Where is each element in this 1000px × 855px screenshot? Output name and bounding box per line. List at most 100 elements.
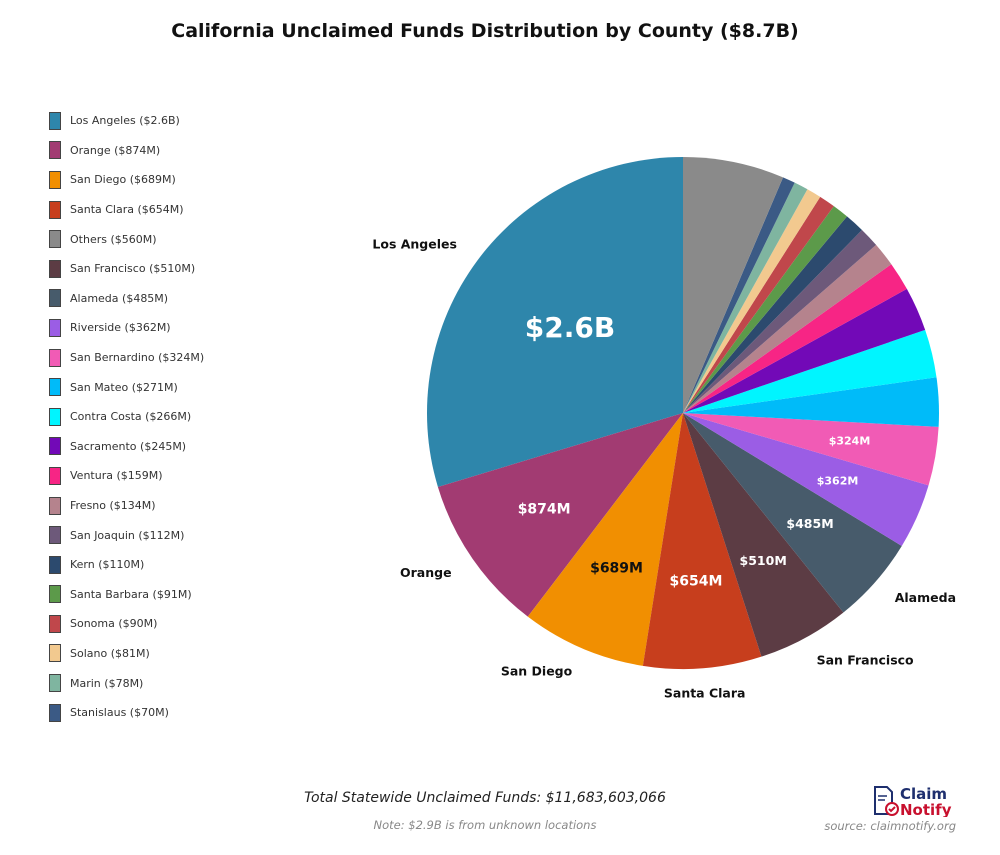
pie-slice-stanislaus [683, 177, 795, 413]
legend-item: Solano ($81M) [49, 639, 204, 669]
value-label: $324M [829, 435, 871, 448]
legend-swatch [49, 378, 61, 397]
pie-slice-fresno [683, 244, 892, 413]
legend-item: Los Angeles ($2.6B) [49, 106, 204, 136]
chart-title: California Unclaimed Funds Distribution … [171, 20, 799, 42]
legend-label: Stanislaus ($70M) [70, 706, 169, 720]
legend-swatch [49, 703, 61, 722]
legend-label: Sonoma ($90M) [70, 617, 158, 631]
value-label: $654M [670, 573, 723, 589]
legend-item: San Diego ($689M) [49, 165, 204, 195]
pie-slice-marin [683, 182, 808, 413]
legend-swatch [49, 407, 61, 426]
legend-label: Kern ($110M) [70, 558, 145, 572]
pie-slice-orange [437, 413, 683, 617]
legend-swatch [49, 526, 61, 545]
legend-item: San Joaquin ($112M) [49, 520, 204, 550]
legend-label: Santa Clara ($654M) [70, 203, 184, 217]
legend-label: San Joaquin ($112M) [70, 528, 185, 542]
pie-slice-los-angeles [426, 157, 683, 487]
slice-name-label: San Diego [501, 663, 573, 678]
legend-item: San Bernardino ($324M) [49, 343, 204, 373]
legend-swatch [49, 674, 61, 693]
legend-item: Riverside ($362M) [49, 313, 204, 343]
legend-swatch [49, 318, 61, 337]
pie-slice-ventura [683, 264, 907, 413]
legend-label: Santa Barbara ($91M) [70, 587, 192, 601]
legend-item: Ventura ($159M) [49, 461, 204, 491]
legend-swatch [49, 289, 61, 308]
total-text: Total Statewide Unclaimed Funds: $11,683… [304, 790, 666, 806]
value-label: $485M [786, 516, 833, 531]
pie-slice-san-mateo [683, 377, 939, 427]
legend-swatch [49, 111, 61, 130]
legend-label: Orange ($874M) [70, 143, 161, 157]
legend-label: Los Angeles ($2.6B) [70, 114, 180, 128]
legend-item: Santa Barbara ($91M) [49, 580, 204, 610]
pie-slice-contra-costa [683, 329, 937, 413]
legend-item: San Mateo ($271M) [49, 372, 204, 402]
legend-item: Santa Clara ($654M) [49, 195, 204, 225]
legend-swatch [49, 555, 61, 574]
slice-name-label: Los Angeles [372, 237, 457, 252]
slice-name-label: Alameda [895, 590, 956, 605]
pie-slice-santa-barbara [683, 206, 848, 413]
legend-item: Orange ($874M) [49, 136, 204, 166]
value-label: $510M [740, 553, 787, 568]
legend-item: Alameda ($485M) [49, 284, 204, 314]
claimnotify-logo: Claim Notify [874, 785, 952, 817]
legend-swatch [49, 496, 61, 515]
source-text: source: claimnotify.org [824, 819, 956, 833]
legend-item: Stanislaus ($70M) [49, 698, 204, 728]
logo-notify: Notify [900, 801, 952, 817]
legend-item: Sonoma ($90M) [49, 609, 204, 639]
value-label: $2.6B [525, 311, 615, 344]
legend-label: Fresno ($134M) [70, 499, 156, 513]
legend-label: San Francisco ($510M) [70, 262, 196, 276]
slice-name-label: Santa Clara [664, 685, 746, 700]
legend-swatch [49, 141, 61, 160]
legend-item: Fresno ($134M) [49, 491, 204, 521]
legend-label: Contra Costa ($266M) [70, 410, 192, 424]
pie-slice-sacramento [683, 288, 926, 413]
pie-slice-sonoma [683, 196, 834, 413]
legend-swatch [49, 230, 61, 249]
pie-slice-san-francisco [683, 413, 844, 657]
legend-swatch [49, 348, 61, 367]
legend-swatch [49, 200, 61, 219]
legend-label: Riverside ($362M) [70, 321, 171, 335]
legend-label: San Diego ($689M) [70, 173, 176, 187]
legend-item: Sacramento ($245M) [49, 432, 204, 462]
legend-label: Alameda ($485M) [70, 291, 169, 305]
legend-label: San Bernardino ($324M) [70, 351, 205, 365]
pie-slice-santa-clara [642, 413, 762, 670]
legend: Los Angeles ($2.6B) Orange ($874M) San Die… [49, 106, 204, 727]
value-label: $689M [590, 560, 643, 576]
legend-item: Others ($560M) [49, 224, 204, 254]
legend-label: San Mateo ($271M) [70, 380, 178, 394]
slice-name-label: Orange [400, 565, 452, 580]
legend-swatch [49, 614, 61, 633]
value-label: $362M [817, 474, 859, 487]
value-label: $874M [518, 501, 571, 517]
legend-label: Sacramento ($245M) [70, 439, 187, 453]
legend-label: Solano ($81M) [70, 646, 150, 660]
pie-slice-kern [683, 216, 862, 413]
pie-slice-san-joaquin [683, 229, 877, 413]
legend-swatch [49, 170, 61, 189]
legend-swatch [49, 437, 61, 456]
note-text: Note: $2.9B is from unknown locations [373, 818, 597, 832]
pie-slice-san-diego [527, 413, 683, 666]
pie-slice-san-bernardino [683, 413, 939, 486]
pie-slice-riverside [683, 413, 929, 546]
legend-label: Ventura ($159M) [70, 469, 163, 483]
legend-label: Marin ($78M) [70, 676, 144, 690]
legend-item: San Francisco ($510M) [49, 254, 204, 284]
legend-swatch [49, 466, 61, 485]
legend-item: Marin ($78M) [49, 668, 204, 698]
legend-item: Contra Costa ($266M) [49, 402, 204, 432]
legend-swatch [49, 585, 61, 604]
legend-item: Kern ($110M) [49, 550, 204, 580]
pie-slice-others [683, 157, 784, 413]
